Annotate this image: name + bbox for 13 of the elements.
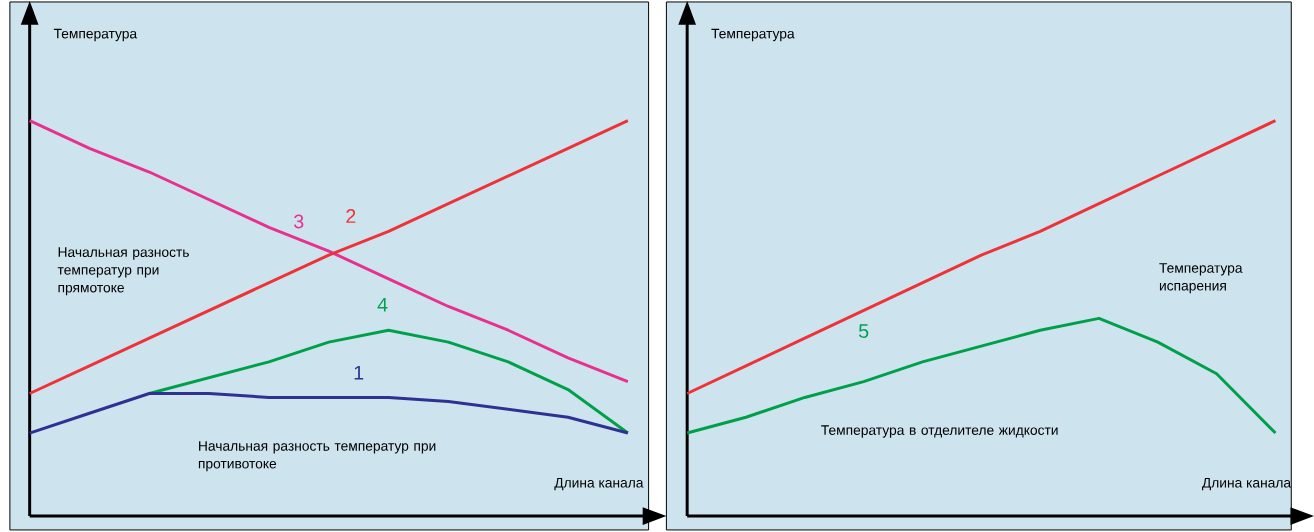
- annotation: Начальная разность температур при противотоке: [198, 441, 436, 472]
- series-label: 1: [354, 365, 364, 380]
- series-label: 2: [346, 209, 356, 223]
- x-axis-title: Длина канала: [1202, 478, 1292, 491]
- annotation: Начальная разность температур при прямотоке: [57, 247, 189, 296]
- x-axis-title: Длина канала: [554, 478, 644, 491]
- annotation: Температура в отделителе жидкости: [821, 425, 1058, 438]
- text: 5: [858, 324, 869, 338]
- annotation: Температура испарения: [1159, 263, 1243, 294]
- series-label: 4: [377, 297, 388, 312]
- y-axis-title: Температура: [53, 28, 138, 42]
- series-label: 3: [294, 214, 304, 229]
- y-axis-title: Температура: [711, 28, 795, 42]
